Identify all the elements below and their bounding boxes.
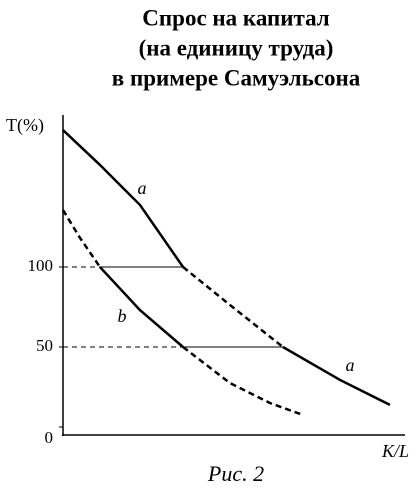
curve [182,266,284,348]
y-tick-label: 100 [28,256,54,275]
caption: Рис. 2 [207,461,264,486]
curve [182,346,304,417]
x-axis-label: K/L [381,441,409,461]
curve-label: b [118,306,127,326]
curve [61,209,101,268]
chart-title: Спрос на капитал [142,5,329,30]
chart-title: (на единицу труда) [139,35,334,60]
y-tick-label: 0 [45,428,54,447]
chart-title: в примере Самуэльсона [112,65,361,90]
curve-label: a [346,355,355,375]
curve [99,266,184,348]
curve [62,129,185,268]
curve-label: a [138,178,147,198]
y-axis-label: T(%) [6,115,44,136]
curve [282,345,391,407]
y-tick-label: 50 [36,336,53,355]
